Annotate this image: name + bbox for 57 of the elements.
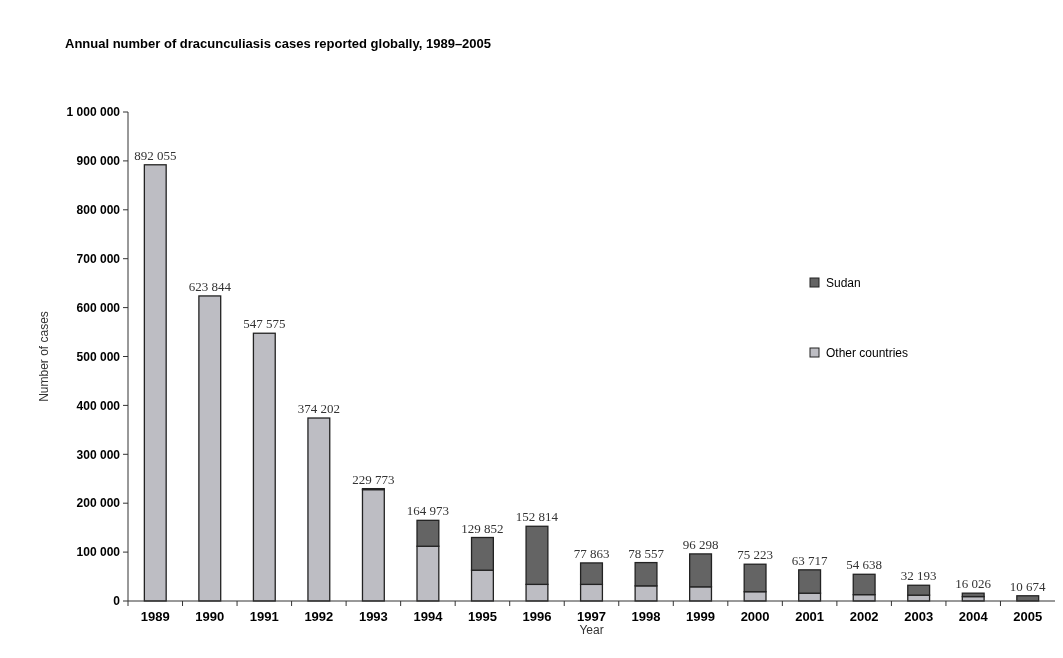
bar xyxy=(198,295,222,602)
x-tick-label: 1994 xyxy=(413,609,444,624)
x-tick-label: 1989 xyxy=(140,609,170,624)
y-tick-label: 100 000 xyxy=(76,545,121,560)
total-label: 229 773 xyxy=(352,471,395,487)
x-tick-label: 2000 xyxy=(740,609,770,624)
legend-label: Other countries xyxy=(826,346,909,361)
x-tick-label: 1990 xyxy=(195,609,225,624)
x-tick-label: 1991 xyxy=(249,609,279,624)
x-tick-label: 1993 xyxy=(358,609,388,624)
y-tick-label: 600 000 xyxy=(76,300,121,315)
y-tick-label: 700 000 xyxy=(76,251,121,266)
x-tick-label: 1992 xyxy=(304,609,334,624)
y-tick-label: 800 000 xyxy=(76,203,121,217)
x-tick-label: 2002 xyxy=(849,609,879,624)
total-label: 152 814 xyxy=(515,509,559,525)
y-tick-label: 0 xyxy=(113,594,121,609)
bar xyxy=(143,164,167,602)
total-label: 54 638 xyxy=(846,557,883,573)
x-axis-title: Year xyxy=(579,623,604,637)
x-tick-label: 1997 xyxy=(577,609,606,624)
total-label: 374 202 xyxy=(297,401,340,417)
total-label: 16 026 xyxy=(955,576,992,592)
total-label: 32 193 xyxy=(900,568,937,584)
bar xyxy=(361,488,385,602)
y-axis-title: Number of cases xyxy=(37,311,51,402)
y-tick-label: 1 000 000 xyxy=(66,105,121,120)
x-tick-label: 2003 xyxy=(904,609,934,624)
total-label: 129 852 xyxy=(461,520,504,536)
total-label: 77 863 xyxy=(573,545,610,561)
y-tick-label: 500 000 xyxy=(76,349,121,364)
total-label: 164 973 xyxy=(406,503,450,519)
legend-label: Sudan xyxy=(826,276,861,291)
bar xyxy=(307,417,331,602)
x-tick-label: 2005 xyxy=(1013,609,1043,624)
total-label: 623 844 xyxy=(188,278,232,294)
x-tick-label: 1999 xyxy=(686,609,716,624)
x-tick-label: 1996 xyxy=(522,609,552,624)
y-tick-label: 400 000 xyxy=(76,398,121,413)
total-label: 547 575 xyxy=(243,316,286,332)
chart-title: Annual number of dracunculiasis cases reported globally, 1989–2005 xyxy=(65,36,492,51)
total-label: 78 557 xyxy=(628,545,665,561)
y-tick-label: 200 000 xyxy=(76,496,121,511)
bar xyxy=(907,584,931,596)
bar xyxy=(852,573,876,596)
total-label: 10 674 xyxy=(1009,578,1047,594)
x-tick-label: 2004 xyxy=(958,609,989,624)
y-tick-label: 300 000 xyxy=(76,447,121,462)
total-label: 892 055 xyxy=(134,147,177,163)
x-tick-label: 1995 xyxy=(467,609,497,624)
y-tick-label: 900 000 xyxy=(76,154,121,169)
x-tick-label: 1998 xyxy=(631,609,661,624)
total-label: 96 298 xyxy=(682,536,719,552)
bar xyxy=(252,332,276,602)
x-tick-label: 2001 xyxy=(795,609,825,624)
total-label: 75 223 xyxy=(737,547,773,563)
total-label: 63 717 xyxy=(791,552,828,568)
